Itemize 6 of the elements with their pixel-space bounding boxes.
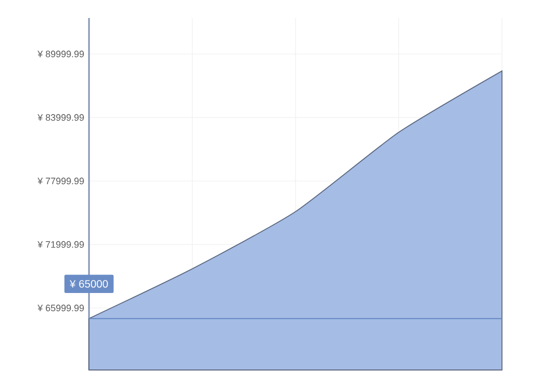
y-tick-label: ¥ 71999.99 xyxy=(38,241,84,248)
ref-line-label: ¥ 65000 xyxy=(70,280,108,288)
y-tick-label: ¥ 89999.99 xyxy=(38,50,84,58)
y-tick-label: ¥ 65999.99 xyxy=(38,304,84,312)
y-tick-label: ¥ 77999.99 xyxy=(38,178,84,184)
y-tick-label: ¥ 83999.99 xyxy=(38,114,84,121)
